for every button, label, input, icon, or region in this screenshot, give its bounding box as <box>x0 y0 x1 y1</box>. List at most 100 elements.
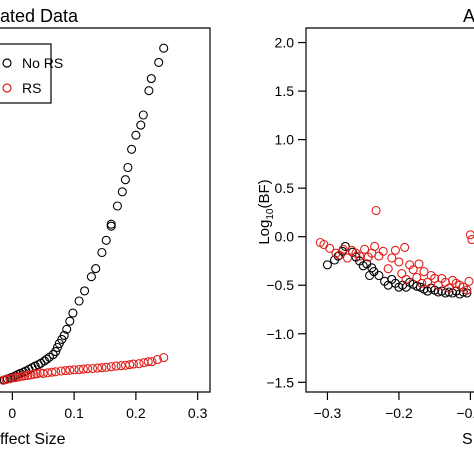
left-point-rs-5 <box>134 359 144 369</box>
right-point-rs-16 <box>378 246 388 256</box>
left-point-rs-1 <box>152 355 163 365</box>
left-point-rs-30 <box>26 370 36 380</box>
left-point-no-rs-15 <box>97 247 107 258</box>
left-point-rs-7 <box>125 360 135 370</box>
right-point-no-rs-13 <box>374 270 384 281</box>
right-series-no-rs <box>322 241 472 299</box>
right-point-rs-21 <box>397 269 407 279</box>
right-point-rs-26 <box>412 272 422 283</box>
left-point-rs-14 <box>93 363 103 373</box>
left-point-no-rs-19 <box>74 296 84 306</box>
right-y-ticks: −1.5 −1.0 −0.5 0.0 0.5 1.0 1.5 2.0 <box>266 35 306 390</box>
left-point-no-rs-3 <box>144 86 154 96</box>
right-x-ticks: −0.3 −0.2 −0. <box>314 392 474 421</box>
right-x-tick-label-1: −0.2 <box>385 405 413 421</box>
y-label-log: Log <box>256 220 273 245</box>
left-series-rs <box>0 353 169 385</box>
left-point-no-rs-10 <box>117 187 127 197</box>
left-point-rs-15 <box>88 363 98 374</box>
left-point-rs-29 <box>29 369 39 379</box>
right-y-tick-label-1: −1.0 <box>266 326 294 342</box>
right-x-tick-label-2: −0. <box>456 405 474 421</box>
right-point-rs-43 <box>465 230 474 240</box>
right-point-rs-17 <box>383 264 393 274</box>
right-point-rs-22 <box>400 242 410 252</box>
right-y-tick-label-6: 1.5 <box>275 83 295 99</box>
left-point-no-rs-32 <box>36 358 46 368</box>
left-point-no-rs-1 <box>154 57 164 67</box>
right-point-rs-30 <box>422 277 433 287</box>
right-point-rs-18 <box>387 253 397 263</box>
left-point-rs-11 <box>106 362 116 372</box>
left-point-rs-37 <box>5 374 15 384</box>
right-point-rs-15 <box>374 251 384 261</box>
right-point-rs-44 <box>467 235 474 245</box>
right-point-rs-10 <box>360 244 370 254</box>
right-point-rs-23 <box>401 274 411 284</box>
left-point-rs-22 <box>56 366 66 376</box>
left-point-no-rs-14 <box>101 235 111 245</box>
right-point-rs-13 <box>370 241 380 251</box>
left-point-rs-10 <box>111 361 121 371</box>
right-point-rs-42 <box>464 276 474 286</box>
left-x-tick-label-1: 0.1 <box>64 405 84 421</box>
right-panel: A −0.3 −0.2 −0. −1.5 −1.0 −0.5 0.0 0.5 1.0 1.5 2.… <box>256 6 474 448</box>
left-point-no-rs-27 <box>51 347 61 357</box>
left-point-rs-3 <box>143 357 153 367</box>
left-point-no-rs-6 <box>131 130 141 140</box>
left-point-rs-31 <box>23 370 33 380</box>
left-point-no-rs-26 <box>52 342 62 353</box>
left-x-axis-label: ffect Size <box>0 431 66 448</box>
right-point-rs-5 <box>338 244 348 254</box>
legend-box <box>0 43 52 104</box>
left-point-rs-8 <box>120 360 130 370</box>
right-x-axis-label: S <box>462 431 473 448</box>
left-x-ticks: 0 0.1 0.2 0.3 <box>8 392 208 421</box>
right-point-rs-20 <box>394 257 404 267</box>
left-point-no-rs-11 <box>112 201 122 211</box>
left-point-no-rs-7 <box>127 144 137 154</box>
left-point-no-rs-5 <box>136 120 146 130</box>
left-point-rs-20 <box>65 365 75 375</box>
left-point-no-rs-30 <box>42 354 52 364</box>
right-y-tick-label-2: −0.5 <box>266 277 294 293</box>
left-point-no-rs-0 <box>159 43 169 53</box>
right-axis-frame <box>305 27 474 393</box>
right-point-rs-19 <box>390 245 400 255</box>
right-point-rs-6 <box>342 253 353 263</box>
left-point-rs-4 <box>139 358 149 368</box>
left-point-rs-28 <box>32 369 42 379</box>
left-point-no-rs-12 <box>106 219 116 229</box>
right-y-tick-label-4: 0.5 <box>275 180 295 196</box>
legend-label-no-rs: No RS <box>22 55 63 71</box>
right-y-tick-label-5: 1.0 <box>275 132 295 148</box>
left-point-rs-24 <box>47 367 57 377</box>
right-point-rs-9 <box>355 251 365 261</box>
left-point-no-rs-21 <box>65 316 75 326</box>
right-point-rs-28 <box>417 278 427 288</box>
right-point-no-rs-0 <box>322 260 332 270</box>
right-point-rs-14 <box>371 205 381 216</box>
left-point-rs-33 <box>17 371 27 381</box>
left-point-no-rs-9 <box>120 175 130 185</box>
left-point-no-rs-18 <box>80 286 90 296</box>
left-point-no-rs-8 <box>123 162 133 173</box>
left-point-rs-26 <box>38 368 48 378</box>
right-y-axis-label: Log10(BF) <box>256 179 276 244</box>
left-x-tick-label-2: 0.2 <box>126 405 146 421</box>
right-point-rs-2 <box>325 243 335 253</box>
y-label-sub: 10 <box>265 208 276 220</box>
left-point-rs-9 <box>116 361 126 371</box>
left-point-no-rs-22 <box>62 324 72 334</box>
legend-marker-rs <box>2 83 12 93</box>
left-chart-title: ated Data <box>0 6 79 26</box>
left-point-rs-13 <box>97 363 107 373</box>
left-x-tick-label-3: 0.3 <box>188 405 208 421</box>
left-axis-frame <box>0 27 211 393</box>
left-panel: ated Data 0 0.1 0.2 0.3 No RS RS ffect Size <box>0 6 211 448</box>
right-point-rs-32 <box>430 273 440 283</box>
right-point-rs-36 <box>444 283 454 293</box>
right-chart-title: A <box>463 6 474 26</box>
right-series-rs <box>315 205 474 295</box>
